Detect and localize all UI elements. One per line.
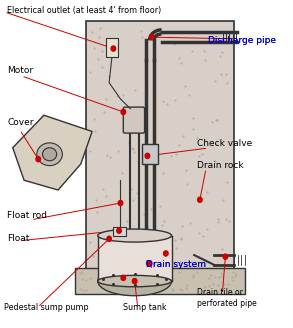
Ellipse shape	[98, 276, 171, 287]
Text: Sump tank: Sump tank	[123, 303, 167, 312]
Circle shape	[121, 109, 126, 114]
Text: Electrical outlet (at least 4' from floor): Electrical outlet (at least 4' from floo…	[7, 6, 161, 15]
FancyBboxPatch shape	[113, 227, 126, 236]
FancyBboxPatch shape	[106, 38, 118, 57]
Circle shape	[107, 236, 111, 241]
FancyBboxPatch shape	[142, 145, 158, 164]
Circle shape	[121, 275, 126, 280]
Text: Motor: Motor	[7, 67, 33, 75]
Text: Discharge pipe: Discharge pipe	[208, 35, 276, 45]
Text: Drain rock: Drain rock	[197, 161, 244, 171]
Circle shape	[149, 34, 154, 40]
Circle shape	[111, 46, 116, 51]
Circle shape	[118, 200, 123, 206]
FancyBboxPatch shape	[75, 268, 245, 294]
Text: Drain system: Drain system	[146, 260, 206, 269]
Text: Drain system: Drain system	[146, 260, 206, 269]
Text: Cover: Cover	[7, 118, 34, 128]
Text: Pedestal sump pump: Pedestal sump pump	[4, 303, 89, 312]
Circle shape	[132, 278, 137, 284]
Polygon shape	[13, 115, 92, 190]
Text: Drain tile or
perforated pipe: Drain tile or perforated pipe	[197, 288, 257, 308]
Circle shape	[223, 254, 228, 259]
FancyBboxPatch shape	[98, 236, 171, 281]
Ellipse shape	[42, 148, 57, 161]
Text: Discharge pipe: Discharge pipe	[208, 35, 276, 45]
Circle shape	[197, 197, 202, 202]
Circle shape	[146, 260, 151, 266]
Text: Float: Float	[7, 234, 29, 243]
Ellipse shape	[98, 229, 171, 242]
FancyBboxPatch shape	[86, 21, 234, 288]
Ellipse shape	[37, 143, 62, 166]
FancyBboxPatch shape	[123, 107, 144, 133]
Circle shape	[117, 228, 121, 233]
Text: Check valve: Check valve	[197, 139, 252, 148]
Circle shape	[145, 153, 150, 158]
Circle shape	[163, 251, 168, 256]
Text: Float rod: Float rod	[7, 211, 47, 220]
Ellipse shape	[98, 266, 171, 296]
Circle shape	[36, 156, 40, 162]
